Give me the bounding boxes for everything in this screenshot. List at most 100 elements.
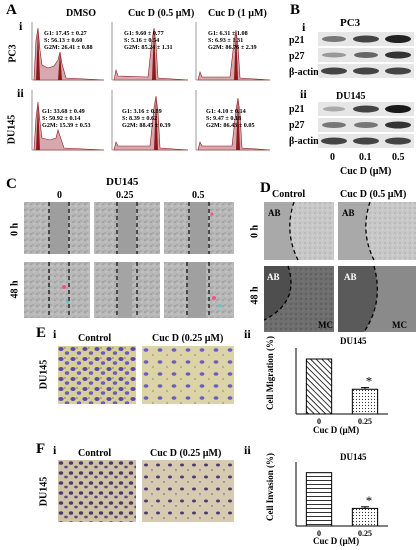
band-label-actin-du145: β-actin	[289, 136, 319, 147]
migration-tick-0: 0	[317, 417, 321, 426]
invasion-chart-title: DU145	[340, 452, 367, 462]
stats-pc3-cucd-05: G1: 9.60 ± 0.77 S: 5.16 ± 0.54 G2M: 85.2…	[124, 30, 173, 51]
panel-b-title-du145: DU145	[336, 91, 366, 102]
migration-bar-0	[305, 358, 333, 415]
col-label-dmso: DMSO	[66, 8, 96, 19]
band-label-actin-pc3: β-actin	[289, 67, 319, 78]
panel-f-sub-ii: ii	[244, 443, 251, 457]
band-label-p27-pc3: p27	[289, 51, 305, 62]
band-label-p27-du145: p27	[289, 120, 305, 131]
panel-d-letter: D	[260, 180, 271, 196]
panel-f-col-control: Control	[78, 448, 112, 459]
panel-d-col-control: Control	[272, 189, 306, 200]
blot-pc3	[318, 32, 414, 78]
panel-a-letter: A	[6, 2, 17, 18]
blot-tick-05: 0.5	[392, 152, 405, 163]
histogram-du145-cucd-1: G1: 4.10 ± 0.14 S: 9.47 ± 0.18 G2M: 86.4…	[192, 88, 272, 156]
histogram-pc3-cucd-05-plot	[111, 22, 189, 81]
stat-g2m: G2M: 86.43 ± 0.05	[206, 122, 255, 129]
migration-bar-1	[351, 388, 379, 415]
migration-chart-xlabel: Cuc D (µM)	[313, 425, 360, 435]
stat-g1: G1: 17.45 ± 0.27	[44, 30, 87, 37]
panel-d-col-cucd: Cuc D (0.5 µM)	[340, 189, 407, 200]
invasion-significance-1: *	[366, 493, 373, 508]
label-ab-2: AB	[342, 208, 355, 218]
migration-micrographs	[58, 346, 234, 404]
panel-b-sub-ii: ii	[300, 87, 307, 101]
row-label-du145: DU145	[6, 114, 18, 145]
invasion-tick-0: 0	[317, 529, 321, 538]
panel-e-col-control: Control	[78, 333, 112, 344]
stats-du145-cucd-1: G1: 4.10 ± 0.14 S: 9.47 ± 0.18 G2M: 86.4…	[206, 108, 255, 129]
histogram-pc3-cucd-1-plot	[195, 22, 271, 81]
invasion-chart-xlabel: Cuc D (µM)	[313, 536, 360, 546]
panel-c-col-025: 0.25	[116, 190, 134, 201]
panel-b-title-pc3: PC3	[340, 17, 361, 29]
stats-du145-cucd-05: G1: 3.16 ± 0.89 S: 8.39 ± 0.62 G2M: 88.4…	[122, 108, 171, 129]
panel-c-row-0h: 0 h	[9, 222, 21, 237]
label-ab-4: AB	[344, 272, 357, 282]
stat-s: S: 50.92 ± 0.14	[42, 115, 81, 122]
blot-tick-0: 0	[330, 152, 335, 163]
panel-a-sub-i: i	[19, 19, 23, 33]
migration-tick-1: 0.25	[358, 417, 372, 426]
panel-c-row-48h: 48 h	[9, 280, 21, 299]
row-label-pc3: PC3	[7, 44, 19, 63]
stat-g2m: G2M: 88.45 ± 0.39	[122, 122, 171, 129]
invasion-tick-1: 0.25	[358, 529, 372, 538]
stat-g1: G1: 4.10 ± 0.14	[206, 108, 246, 115]
panel-e-col-cucd: Cuc D (0.25 µM)	[152, 333, 224, 344]
stat-s: S: 6.93 ± 1.31	[208, 37, 244, 44]
stat-g1: G1: 3.16 ± 0.89	[122, 108, 162, 115]
panel-e-sub-ii: ii	[244, 327, 251, 341]
panel-f-letter: F	[36, 441, 46, 457]
panel-a-sub-ii: ii	[17, 86, 24, 100]
migration-chart-group: 0 * 0.25	[295, 348, 388, 426]
stat-g2m: G2M: 26.41 ± 0.88	[44, 44, 93, 51]
col-label-cucd-1: Cuc D (1 µM)	[208, 8, 267, 19]
histogram-pc3-cucd-1: G1: 6.31 ± 1.08 S: 6.93 ± 1.31 G2M: 86.7…	[192, 20, 272, 86]
migration-bar-chart: 0 * 0.25	[295, 348, 388, 426]
stat-g2m: G2M: 86.76 ± 2.39	[208, 44, 257, 51]
histogram-pc3-dmso-plot	[31, 22, 105, 81]
stat-g1: G1: 9.60 ± 0.77	[124, 30, 164, 37]
stat-g1: G1: 6.31 ± 1.08	[208, 30, 248, 37]
stat-s: S: 5.16 ± 0.54	[124, 37, 160, 44]
invasion-micrographs	[58, 460, 234, 522]
histogram-du145-cucd-1-plot	[195, 90, 271, 151]
panel-b-letter: B	[290, 2, 301, 18]
stat-g2m: G2M: 85.24 ± 1.31	[124, 44, 173, 51]
panel-d-row-48h: 48 h	[249, 286, 261, 305]
scratch-assay-grid	[24, 202, 234, 318]
panel-c-col-0: 0	[57, 190, 62, 201]
stat-s: S: 8.39 ± 0.62	[122, 115, 158, 122]
histogram-du145-cucd-05: G1: 3.16 ± 0.89 S: 8.39 ± 0.62 G2M: 88.4…	[108, 88, 190, 156]
panel-c-title: DU145	[106, 176, 139, 188]
band-label-p21-du145: p21	[289, 104, 305, 115]
stats-pc3-dmso: G1: 17.45 ± 0.27 S: 56.13 ± 0.60 G2M: 26…	[44, 30, 93, 51]
histogram-du145-dmso: G1: 33.68 ± 0.49 S: 50.92 ± 0.14 G2M: 15…	[28, 88, 106, 156]
histogram-pc3-dmso: G1: 17.45 ± 0.27 S: 56.13 ± 0.60 G2M: 26…	[28, 20, 106, 86]
spheroid-assay-grid	[264, 202, 416, 332]
stats-du145-dmso: G1: 33.68 ± 0.49 S: 50.92 ± 0.14 G2M: 15…	[42, 108, 91, 129]
histogram-du145-cucd-05-plot	[111, 90, 189, 151]
invasion-chart-ylabel: Cell Invasion (%)	[265, 453, 275, 522]
blot-du145	[318, 102, 414, 148]
band-label-p21-pc3: p21	[289, 35, 305, 46]
histogram-pc3-cucd-05: G1: 9.60 ± 0.77 S: 5.16 ± 0.54 G2M: 85.2…	[108, 20, 190, 86]
stat-g1: G1: 33.68 ± 0.49	[42, 108, 85, 115]
migration-chart-ylabel: Cell Migration (%)	[265, 336, 275, 410]
stats-pc3-cucd-1: G1: 6.31 ± 1.08 S: 6.93 ± 1.31 G2M: 86.7…	[208, 30, 257, 51]
label-ab-3: AB	[267, 272, 280, 282]
panel-b-sub-i: i	[302, 20, 306, 34]
invasion-bar-chart: 0 * 0.25	[295, 462, 388, 538]
blot-tick-01: 0.1	[359, 152, 372, 163]
panel-c-letter: C	[6, 176, 17, 192]
invasion-bar-1	[351, 507, 379, 527]
panel-e-row-label: DU145	[38, 359, 50, 390]
blot-xlabel: Cuc D (µM)	[340, 166, 392, 177]
panel-e-letter: E	[36, 325, 47, 341]
migration-significance-1: *	[366, 374, 373, 389]
col-label-cucd-05: Cuc D (0.5 µM)	[128, 8, 195, 19]
panel-f-col-cucd: Cuc D (0.25 µM)	[150, 448, 222, 459]
